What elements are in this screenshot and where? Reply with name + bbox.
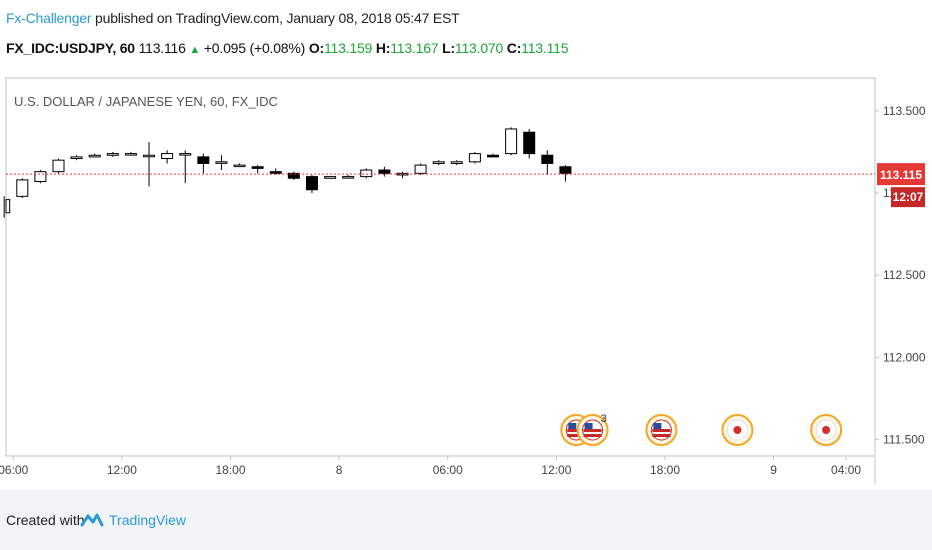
x-tick-label: 04:00 bbox=[831, 463, 861, 477]
open-value: 113.159 bbox=[323, 40, 373, 56]
us-flag-canton bbox=[653, 423, 662, 429]
us-flag-canton bbox=[568, 423, 577, 429]
candle-body bbox=[559, 166, 572, 174]
candle-body bbox=[197, 156, 210, 164]
change-arrow-icon: ▲ bbox=[189, 44, 201, 56]
candle-body bbox=[468, 153, 481, 163]
y-tick-label: 112.000 bbox=[883, 350, 926, 364]
countdown-label: 12:07 bbox=[893, 190, 924, 204]
chart-title: U.S. DOLLAR / JAPANESE YEN, 60, FX_IDC bbox=[14, 94, 278, 109]
jp-flag-disc bbox=[733, 426, 742, 434]
symbol-interval: FX_IDC:USDJPY, 60 bbox=[6, 40, 135, 56]
x-tick-label: 9 bbox=[770, 463, 777, 477]
candle-body bbox=[523, 131, 536, 155]
x-tick-label: 06:00 bbox=[0, 463, 29, 477]
candle-body bbox=[16, 179, 29, 197]
tradingview-logo-icon[interactable] bbox=[80, 510, 104, 530]
candle-body bbox=[287, 172, 300, 179]
last-price-label: 113.115 bbox=[880, 168, 922, 182]
us-flag-stripe bbox=[583, 429, 602, 432]
candle-body bbox=[52, 159, 65, 173]
close-value: 113.115 bbox=[521, 40, 569, 56]
candle-body bbox=[70, 156, 83, 160]
us-flag-stripe bbox=[567, 429, 586, 432]
high-label: H: bbox=[375, 40, 391, 56]
candle-body bbox=[541, 154, 554, 164]
x-tick-label: 18:00 bbox=[215, 463, 245, 477]
last-price-badge bbox=[877, 163, 925, 186]
footer: Created with TradingView bbox=[0, 490, 932, 550]
candle-body bbox=[143, 154, 156, 158]
candle-body bbox=[505, 128, 518, 155]
candle-body bbox=[487, 154, 500, 158]
x-tick-label: 8 bbox=[336, 463, 343, 477]
price-chart[interactable]: U.S. DOLLAR / JAPANESE YEN, 60, FX_IDC 1… bbox=[0, 72, 932, 490]
y-tick-label: 111.500 bbox=[883, 433, 925, 447]
x-tick-label: 18:00 bbox=[650, 463, 680, 477]
candle-body bbox=[124, 153, 137, 156]
candle-body bbox=[251, 166, 264, 169]
close-label: C: bbox=[506, 40, 522, 56]
candle-body bbox=[324, 176, 337, 179]
candle-body bbox=[106, 153, 119, 156]
us-flag-canton bbox=[584, 423, 593, 429]
low-value: 113.070 bbox=[454, 40, 504, 56]
event-count-label: 3 bbox=[601, 413, 607, 425]
candle-body bbox=[305, 176, 318, 191]
time-axis[interactable]: 06:00 12:00 18:00 8 06:00 12:00 18:00 9 04:00 bbox=[0, 456, 861, 477]
candle-body bbox=[414, 164, 427, 174]
x-tick-label: 12:00 bbox=[107, 463, 137, 477]
candle-body bbox=[450, 161, 463, 164]
candle-body bbox=[233, 164, 246, 168]
candle-body bbox=[269, 171, 282, 174]
author-link[interactable]: Fx-Challenger bbox=[6, 10, 92, 26]
us-flag-stripe bbox=[583, 434, 602, 437]
tradingview-brand-link[interactable]: TradingView bbox=[109, 512, 187, 528]
candle-body bbox=[161, 153, 174, 160]
publish-line: Fx-Challenger published on TradingView.c… bbox=[6, 10, 460, 26]
candle-body bbox=[215, 161, 228, 164]
open-label: O: bbox=[308, 40, 324, 56]
y-tick-label: 113.500 bbox=[883, 104, 926, 118]
candle-body bbox=[34, 171, 47, 183]
high-value: 113.167 bbox=[390, 40, 439, 56]
event-markers-layer: 3 bbox=[560, 413, 843, 446]
us-flag-stripe bbox=[567, 434, 586, 437]
candle-body bbox=[179, 153, 192, 156]
candle-body bbox=[432, 161, 445, 164]
plot-area[interactable] bbox=[5, 77, 876, 457]
change-value: +0.095 (+0.08%) bbox=[203, 40, 306, 56]
countdown-badge bbox=[891, 187, 925, 208]
x-tick-label: 06:00 bbox=[433, 463, 463, 477]
us-flag-stripe bbox=[652, 429, 671, 432]
candle-body bbox=[360, 169, 373, 178]
candle-body bbox=[342, 176, 355, 179]
candle-body bbox=[378, 169, 391, 174]
low-label: L: bbox=[442, 40, 455, 56]
published-text: published on TradingView.com, January 08… bbox=[95, 10, 460, 26]
candle-body bbox=[5, 199, 11, 214]
last-price-line-layer: 113.115 12:07 bbox=[6, 163, 925, 208]
x-tick-label: 12:00 bbox=[541, 463, 571, 477]
created-with-text: Created with bbox=[6, 512, 85, 528]
candles-layer bbox=[3, 127, 572, 218]
jp-flag-disc bbox=[822, 426, 831, 434]
us-flag-stripe bbox=[652, 434, 671, 437]
last-price: 113.116 bbox=[138, 40, 186, 56]
ticker-line: FX_IDC:USDJPY, 60 113.116 ▲ +0.095 (+0.0… bbox=[6, 40, 569, 56]
y-tick-label: 112.500 bbox=[883, 268, 926, 282]
candle-body bbox=[88, 154, 101, 158]
